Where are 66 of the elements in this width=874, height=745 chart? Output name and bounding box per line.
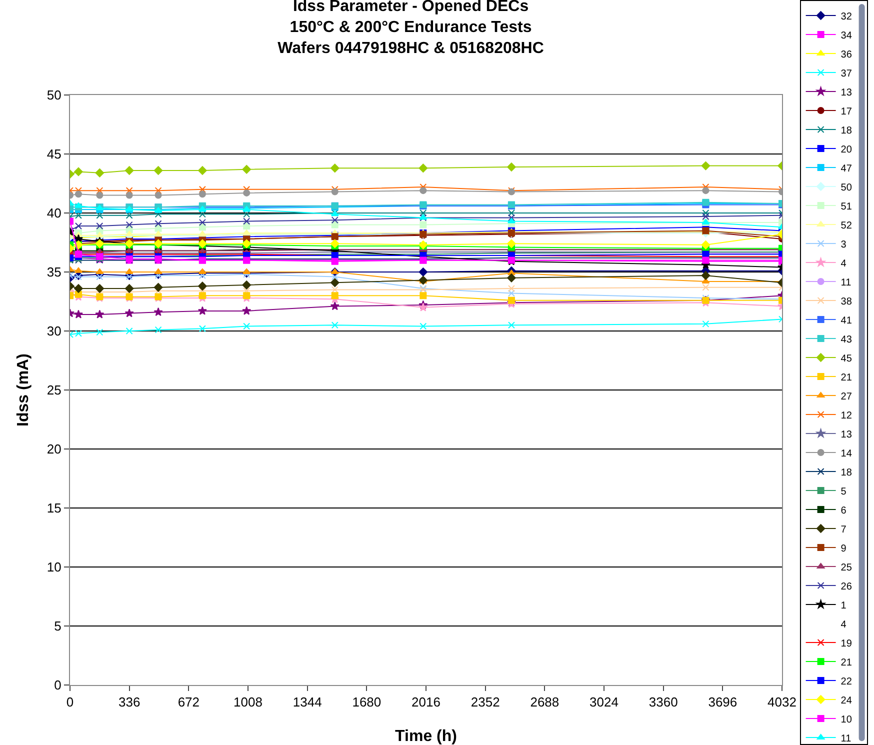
x-tick-label: 4032 bbox=[768, 694, 796, 710]
legend-label: 11 bbox=[840, 277, 852, 288]
legend-label: 36 bbox=[840, 49, 852, 60]
legend-label: 13 bbox=[840, 87, 852, 98]
legend-label: 6 bbox=[840, 505, 847, 516]
x-tick-label: 3360 bbox=[648, 694, 678, 710]
legend-label: 38 bbox=[840, 296, 852, 308]
legend-label: 45 bbox=[840, 353, 852, 364]
legend-label: 18 bbox=[840, 467, 852, 478]
y-tick-label: 15 bbox=[46, 500, 62, 516]
legend-label: 5 bbox=[840, 486, 847, 498]
y-tick-label: 20 bbox=[46, 442, 62, 457]
legend-label: 52 bbox=[840, 220, 852, 232]
x-tick-label: 2016 bbox=[412, 694, 440, 710]
legend-label: 43 bbox=[840, 334, 852, 346]
legend-label: 41 bbox=[840, 315, 852, 326]
legend-label: 18 bbox=[840, 125, 852, 136]
y-tick-label: 35 bbox=[46, 264, 62, 280]
x-tick-label: 1680 bbox=[352, 694, 382, 710]
x-tick-label: 3696 bbox=[708, 694, 738, 710]
legend-label: 17 bbox=[840, 106, 852, 118]
legend-label: 3 bbox=[840, 239, 847, 250]
legend-label: 12 bbox=[840, 410, 852, 422]
legend-label: 27 bbox=[840, 391, 852, 402]
x-tick-label: 0 bbox=[66, 694, 74, 710]
legend-label: 26 bbox=[840, 581, 852, 592]
y-tick-label: 30 bbox=[46, 324, 62, 339]
legend-label: 14 bbox=[840, 448, 852, 460]
legend-label: 32 bbox=[840, 11, 852, 22]
legend-label: 7 bbox=[840, 524, 847, 536]
legend-label: 47 bbox=[840, 163, 852, 174]
legend-label: 4 bbox=[840, 258, 847, 270]
legend-label: 25 bbox=[840, 562, 852, 574]
legend-label: 51 bbox=[840, 201, 852, 212]
x-tick-label: 3024 bbox=[590, 694, 618, 710]
legend-label: 50 bbox=[840, 182, 852, 194]
legend-label: 21 bbox=[840, 372, 852, 384]
legend-label: 1 bbox=[840, 600, 847, 612]
y-tick-label: 45 bbox=[46, 146, 62, 162]
x-tick-label: 1008 bbox=[234, 694, 262, 710]
y-axis-title: Idss (mA) bbox=[15, 354, 32, 426]
x-tick-label: 672 bbox=[178, 694, 200, 710]
y-tick-label: 25 bbox=[46, 382, 62, 398]
x-axis-title: Time (h) bbox=[395, 728, 457, 745]
legend-label: 13 bbox=[840, 429, 852, 440]
legend-label: 37 bbox=[840, 68, 852, 80]
legend-label: 9 bbox=[840, 543, 847, 554]
y-tick-label: 40 bbox=[46, 206, 62, 221]
y-tick-label: 10 bbox=[46, 560, 62, 575]
legend-label: 34 bbox=[840, 30, 852, 42]
legend-label: 11 bbox=[840, 733, 852, 744]
legend-label: 10 bbox=[840, 714, 852, 726]
legend-label: 21 bbox=[840, 657, 852, 668]
legend-label: 19 bbox=[840, 638, 852, 650]
x-tick-label: 336 bbox=[118, 694, 140, 710]
x-tick-label: 1344 bbox=[292, 694, 322, 710]
legend-label: 24 bbox=[840, 695, 852, 706]
chart-title: Idss Parameter - Opened DECs 150°C & 200°C Endurance Tests Wafers 04479198HC & 05168208HC bbox=[278, 0, 544, 57]
y-tick-label: 0 bbox=[54, 678, 62, 693]
legend-label: 22 bbox=[840, 676, 852, 688]
text: 4 bbox=[840, 619, 847, 630]
x-tick-label: 2688 bbox=[530, 694, 560, 710]
legend-label: 20 bbox=[840, 144, 852, 156]
x-tick-label: 2352 bbox=[470, 694, 500, 710]
y-tick-label: 5 bbox=[54, 618, 62, 634]
y-tick-label: 50 bbox=[46, 88, 62, 103]
